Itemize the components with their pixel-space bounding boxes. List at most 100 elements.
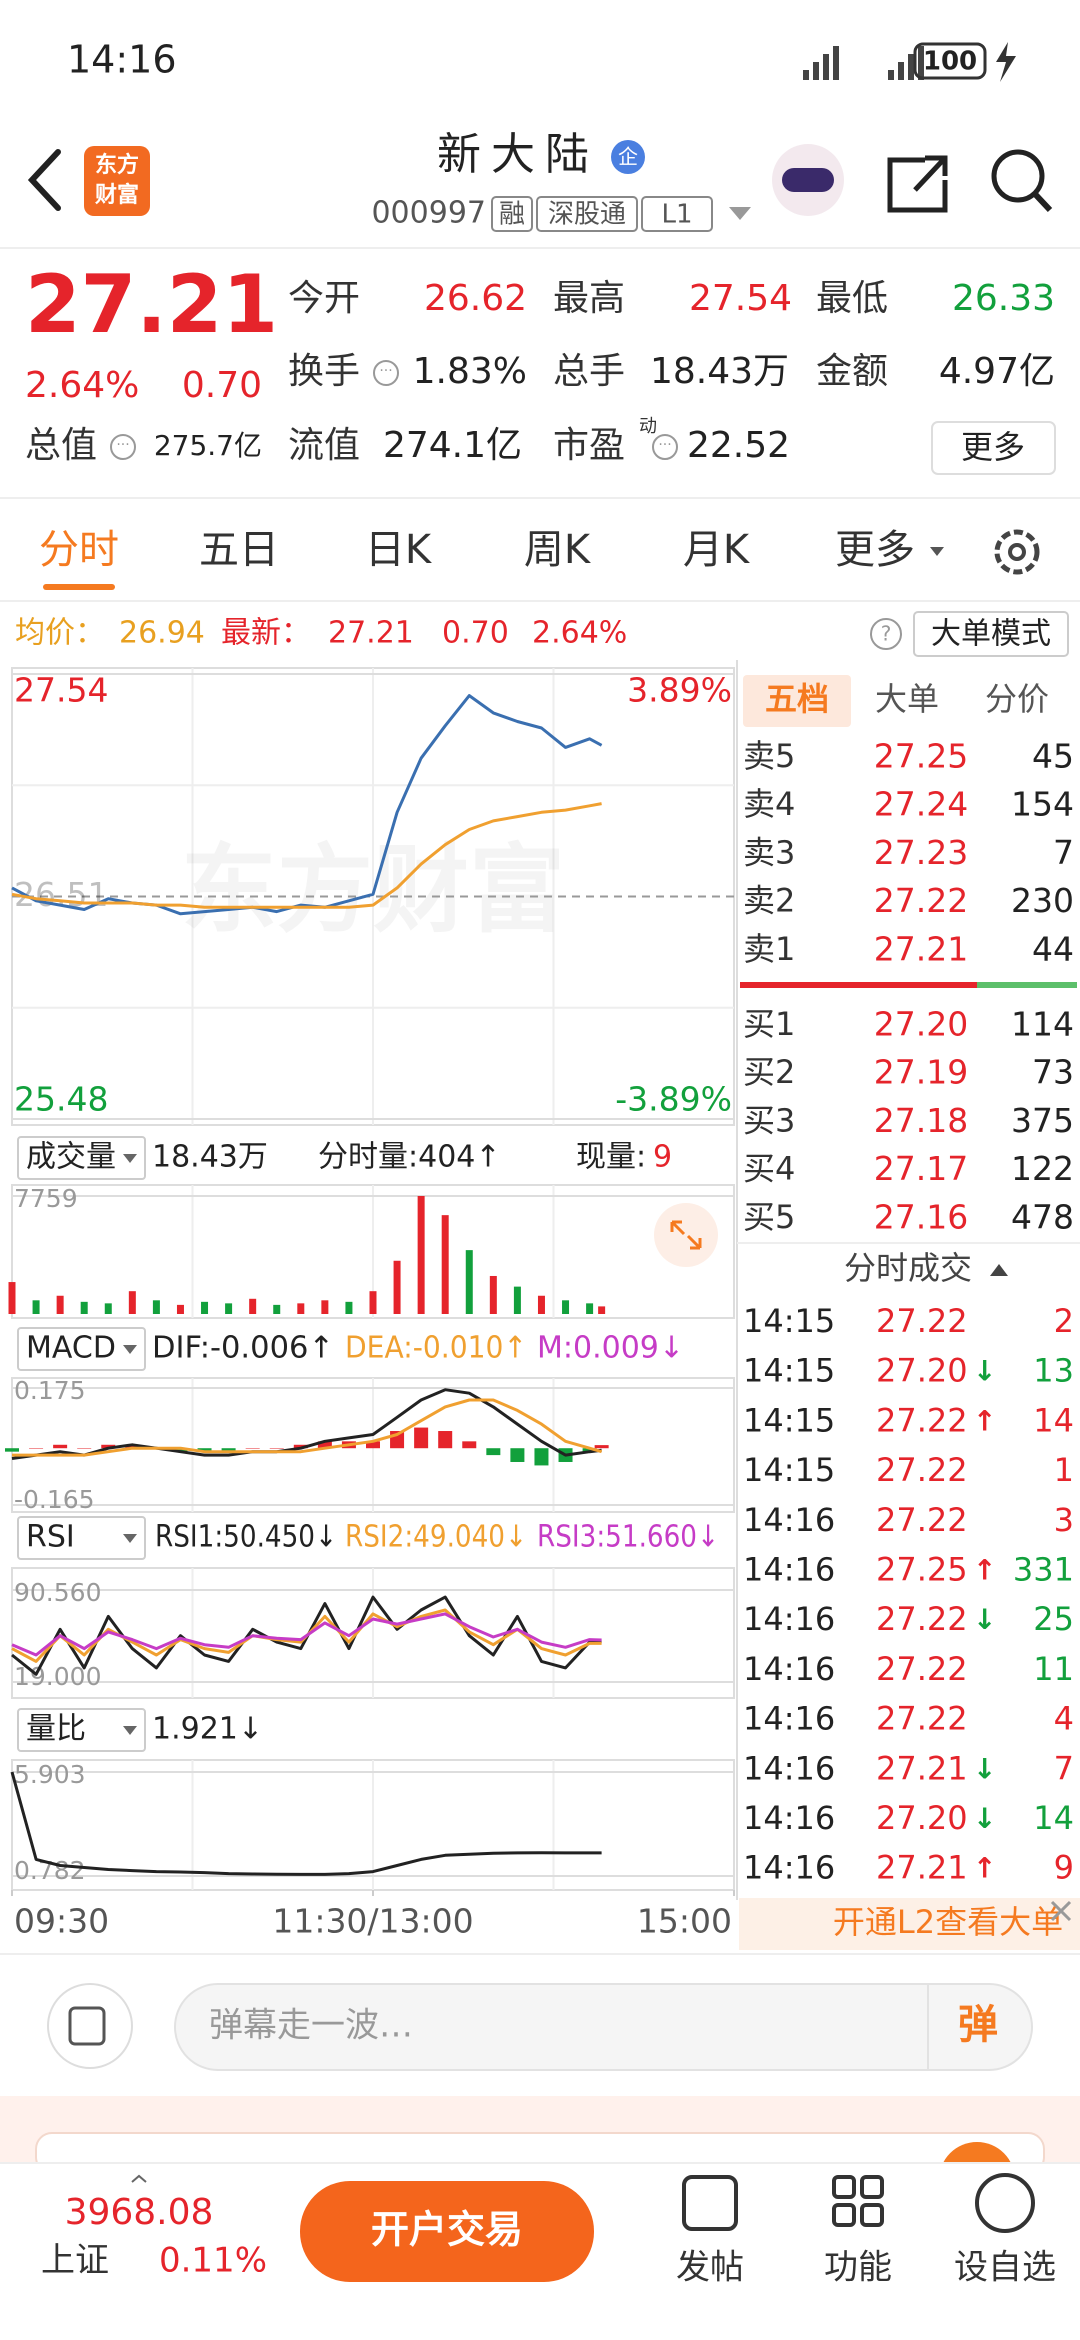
help-icon — [870, 618, 902, 650]
tag — [641, 196, 713, 232]
stat-value: 1.83% — [413, 351, 527, 392]
indicator-select[interactable] — [17, 1327, 146, 1371]
trade-time: 14:15 — [743, 1352, 835, 1390]
signal-bar — [908, 54, 914, 80]
last-value: 27.21 — [328, 616, 414, 651]
signal-bar — [823, 54, 829, 80]
signal-bar — [813, 62, 819, 80]
book-level: 卖1 — [743, 930, 795, 968]
y-tick-label: 25.48 — [14, 1080, 108, 1119]
back-button[interactable] — [27, 149, 61, 211]
bar — [176, 1304, 184, 1314]
tab[interactable]: 周K — [524, 527, 592, 573]
tab[interactable]: 分时 — [39, 527, 119, 573]
trade-price: 27.22 — [876, 1302, 968, 1340]
tab[interactable]: 月K — [683, 527, 751, 573]
change-pct: 2.64% — [25, 365, 139, 406]
info-icon — [373, 360, 399, 386]
indicator-value: RSI2:49.040↓ — [345, 1520, 527, 1555]
nav-item[interactable]: 设自选 — [954, 2248, 1056, 2288]
nav-item[interactable]: 发帖 — [676, 2248, 744, 2288]
info-dots: ··· — [116, 437, 129, 453]
stock-name: 新大陆 — [437, 129, 599, 180]
orderbook-tab[interactable]: 五档 — [765, 680, 829, 718]
indicator-dropdown — [123, 1534, 137, 1543]
bar — [562, 1300, 570, 1314]
indicator-value: 分时量:404↑ — [318, 1140, 501, 1175]
book-price: 27.17 — [874, 1149, 968, 1188]
indicator-select[interactable] — [17, 1708, 146, 1752]
indicator-name[interactable]: 量比 — [26, 1712, 86, 1747]
trade-volume: 2 — [1054, 1302, 1074, 1340]
orderbook-tab[interactable]: 分价 — [985, 680, 1049, 718]
indicator-name[interactable]: RSI — [26, 1520, 75, 1555]
danmaku-button[interactable]: 弹 — [958, 2002, 998, 2048]
tab[interactable]: 日K — [365, 527, 433, 573]
tag-text: L1 — [661, 200, 692, 230]
expand-button[interactable] — [654, 1203, 718, 1267]
tag-text: 融 — [499, 200, 525, 230]
book-price: 27.22 — [874, 881, 968, 920]
search-icon[interactable] — [991, 149, 1045, 203]
trade-price: 27.22 — [876, 1600, 968, 1638]
indicator-select[interactable] — [17, 1136, 146, 1180]
more-button-text[interactable]: 更多 — [961, 428, 1025, 466]
trade-arrow: ↑ — [973, 1404, 996, 1437]
bar — [417, 1196, 425, 1314]
trade-arrow: ↓ — [973, 1355, 996, 1388]
stat-value: 27.54 — [689, 278, 792, 319]
signal-bar — [888, 70, 894, 80]
series-line — [10, 1771, 602, 1876]
bar — [369, 1291, 377, 1314]
book-level: 卖3 — [743, 833, 795, 871]
stat-label: 总值 — [25, 425, 97, 466]
tab[interactable]: 五日 — [199, 527, 279, 573]
y2-tick-label: 3.89% — [627, 671, 732, 710]
orderbook-tab[interactable]: 大单 — [875, 680, 939, 718]
l2-banner[interactable] — [739, 1898, 1080, 1950]
book-volume: 154 — [1011, 785, 1074, 824]
bar — [125, 1444, 140, 1449]
bar — [534, 1448, 549, 1466]
info-dots: ··· — [379, 363, 392, 379]
settings-icon[interactable] — [994, 529, 1040, 575]
stock-code: 000997 — [371, 196, 486, 231]
settings-hub — [1008, 543, 1026, 561]
bar — [598, 1306, 606, 1314]
trade-button[interactable] — [300, 2181, 594, 2282]
comment-settings[interactable] — [47, 1983, 133, 2069]
bar — [414, 1427, 429, 1449]
x-tick-label: 15:00 — [637, 1902, 732, 1941]
nav-item[interactable]: 功能 — [824, 2248, 892, 2288]
more-button[interactable] — [931, 421, 1056, 475]
logo-text: 东方 — [95, 152, 139, 178]
l2-banner-text[interactable]: 开通L2查看大单 — [833, 1903, 1063, 1941]
trade-price: 27.22 — [876, 1700, 968, 1738]
indicator-select[interactable] — [17, 1516, 146, 1560]
trade-arrow: ↓ — [973, 1802, 996, 1835]
mode-button-text[interactable]: 大单模式 — [931, 617, 1051, 652]
trade-button-text[interactable]: 开户交易 — [371, 2208, 523, 2252]
trade-time: 14:16 — [743, 1849, 835, 1887]
trades-title: 分时成交 — [844, 1249, 972, 1287]
comment-input[interactable] — [174, 1983, 1033, 2071]
index-name: 上证 — [41, 2241, 109, 2281]
y-tick-label: -0.165 — [14, 1485, 95, 1514]
indicator-name[interactable]: MACD — [26, 1331, 116, 1366]
bar — [586, 1303, 594, 1314]
indicator-name[interactable]: 成交量 — [26, 1140, 116, 1175]
mode-button[interactable] — [913, 611, 1069, 657]
stat-label: 流值 — [288, 425, 360, 466]
banner-close[interactable] — [1050, 1900, 1072, 1922]
book-volume: 114 — [1011, 1005, 1074, 1044]
tab[interactable]: 更多 — [835, 527, 915, 573]
book-level: 买3 — [743, 1101, 795, 1139]
share-icon[interactable] — [887, 155, 948, 213]
bar — [5, 1448, 19, 1452]
stat-label: 最低 — [816, 278, 888, 319]
bar — [582, 1448, 597, 1452]
trade-price: 27.22 — [876, 1451, 968, 1489]
bar — [80, 1301, 88, 1314]
book-price: 27.23 — [874, 833, 968, 872]
